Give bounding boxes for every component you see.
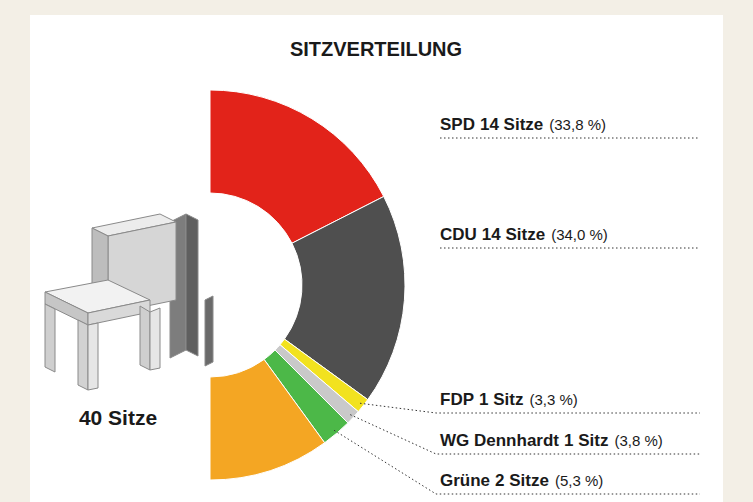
seat-label: 14 Sitze <box>482 225 545 244</box>
party-name: CDU <box>440 225 477 244</box>
party-name: FDP <box>440 390 474 409</box>
leader <box>440 138 700 139</box>
party-name: SPD <box>440 115 475 134</box>
slices <box>210 90 405 480</box>
vote-share-label: (34,0 %) <box>551 226 608 243</box>
slice-label: CDU 14 Sitze (34,0 %) <box>440 225 608 244</box>
chart: SITZVERTEILUNG 40 Sitze SPD 14 Sitze (33,8 %… <box>0 0 753 502</box>
chair-part <box>205 296 213 366</box>
chair-part <box>150 308 160 370</box>
leader <box>440 248 700 249</box>
slice-label: WG Dennhardt 1 Sitz (3,8 %) <box>440 431 663 450</box>
labels: SPD 14 Sitze (33,8 %) CDU 14 Sitze (34,0 %) FD… <box>440 115 663 490</box>
slice-label: SPD 14 Sitze (33,8 %) <box>440 115 606 134</box>
leader-line <box>360 403 700 413</box>
chair-part <box>140 306 150 370</box>
card <box>30 15 723 502</box>
leader-line <box>334 430 700 494</box>
slice-label: Grüne 2 Sitze (5,3 %) <box>440 471 603 490</box>
leader-line <box>440 138 700 139</box>
leader <box>360 403 700 413</box>
slice-label: FDP 1 Sitz (3,3 %) <box>440 390 578 409</box>
chair-part <box>45 304 55 372</box>
party-name: Grüne <box>440 471 490 490</box>
seat-label: 14 Sitze <box>480 115 543 134</box>
seat-label: 1 Sitz <box>479 390 523 409</box>
chair-icon <box>45 214 213 390</box>
vote-share-label: (33,8 %) <box>549 116 606 133</box>
title: SITZVERTEILUNG <box>290 38 462 60</box>
leader <box>350 415 700 454</box>
slice <box>210 359 325 480</box>
party-name: WG Dennhardt <box>440 431 559 450</box>
vote-share-label: (3,8 %) <box>614 432 662 449</box>
vote-share-label: (3,3 %) <box>529 391 577 408</box>
chair-part <box>88 323 98 390</box>
total-label: 40 Sitze <box>79 406 157 429</box>
leader-line <box>350 415 700 454</box>
seat-label: 1 Sitz <box>564 431 608 450</box>
leader <box>334 430 700 494</box>
leader-line <box>440 248 700 249</box>
vote-share-label: (5,3 %) <box>555 472 603 489</box>
chair-part <box>78 320 88 390</box>
chair-part <box>186 214 198 356</box>
seat-label: 2 Sitze <box>495 471 549 490</box>
